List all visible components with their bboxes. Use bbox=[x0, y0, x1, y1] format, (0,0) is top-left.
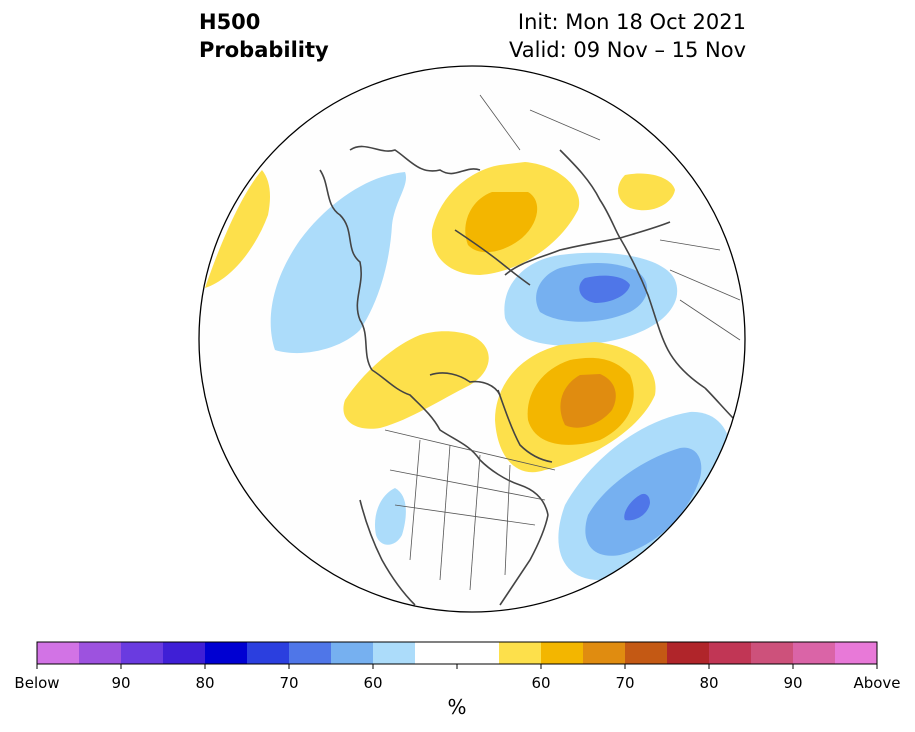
colorbar-tick-label: 60 bbox=[363, 674, 383, 692]
colorbar-swatch bbox=[163, 642, 206, 664]
valid-range: Valid: 09 Nov – 15 Nov bbox=[509, 38, 746, 62]
colorbar-tick-label: 90 bbox=[783, 674, 803, 692]
coastlines bbox=[319, 145, 736, 606]
polar-map bbox=[198, 65, 746, 613]
colorbar-swatch bbox=[205, 642, 248, 664]
colorbar-swatch bbox=[121, 642, 164, 664]
colorbar-swatch bbox=[709, 642, 752, 664]
colorbar-tick-label: 70 bbox=[279, 674, 299, 692]
colorbar-swatch bbox=[625, 642, 668, 664]
colorbar-swatch bbox=[331, 642, 374, 664]
colorbar-swatch bbox=[667, 642, 710, 664]
colorbar-swatch bbox=[289, 642, 332, 664]
colorbar-unit: % bbox=[447, 695, 467, 719]
colorbar-tick-label: Below bbox=[14, 674, 60, 692]
colorbar-swatch bbox=[835, 642, 878, 664]
colorbar-border bbox=[36, 641, 878, 665]
map-title-right: Init: Mon 18 Oct 2021 Valid: 09 Nov – 15… bbox=[509, 8, 746, 64]
title-product: Probability bbox=[199, 38, 329, 62]
colorbar-swatch bbox=[583, 642, 626, 664]
colorbar-swatch bbox=[541, 642, 584, 664]
colorbar-tick-label: 80 bbox=[195, 674, 215, 692]
colorbar-tick-label: 60 bbox=[531, 674, 551, 692]
anomaly-above-west-edge bbox=[205, 170, 270, 288]
anomaly-below-atlantic-dark bbox=[624, 493, 650, 521]
anomaly-below-pacific bbox=[270, 172, 407, 354]
anomaly-below-eurasia-dark bbox=[579, 275, 630, 303]
anomaly-below-uswest bbox=[374, 488, 406, 545]
anomaly-above-siberia-mid bbox=[465, 192, 538, 253]
colorbar-swatch bbox=[499, 642, 542, 664]
globe-outline bbox=[198, 65, 746, 613]
colorbar-swatch bbox=[457, 642, 500, 664]
map-title-left: H500 Probability bbox=[199, 8, 329, 64]
init-date: Init: Mon 18 Oct 2021 bbox=[517, 10, 746, 34]
probability-shading bbox=[205, 94, 741, 606]
colorbar-swatch bbox=[793, 642, 836, 664]
colorbar-tick-label: 80 bbox=[699, 674, 719, 692]
colorbar-swatch bbox=[37, 642, 80, 664]
colorbar-tick-label: 70 bbox=[615, 674, 635, 692]
anomaly-above-greenland-dark bbox=[560, 374, 616, 428]
anomaly-above-scandinavia bbox=[618, 173, 675, 211]
colorbar-tick-label: 90 bbox=[111, 674, 131, 692]
colorbar-swatch bbox=[415, 642, 458, 664]
colorbar-swatch bbox=[373, 642, 416, 664]
anomaly-above-canada bbox=[343, 331, 489, 429]
political-borders bbox=[384, 94, 741, 591]
colorbar-swatch bbox=[751, 642, 794, 664]
colorbar-swatch bbox=[247, 642, 290, 664]
colorbar-swatch bbox=[79, 642, 122, 664]
title-variable: H500 bbox=[199, 10, 261, 34]
colorbar-tick-label: Above bbox=[853, 674, 901, 692]
